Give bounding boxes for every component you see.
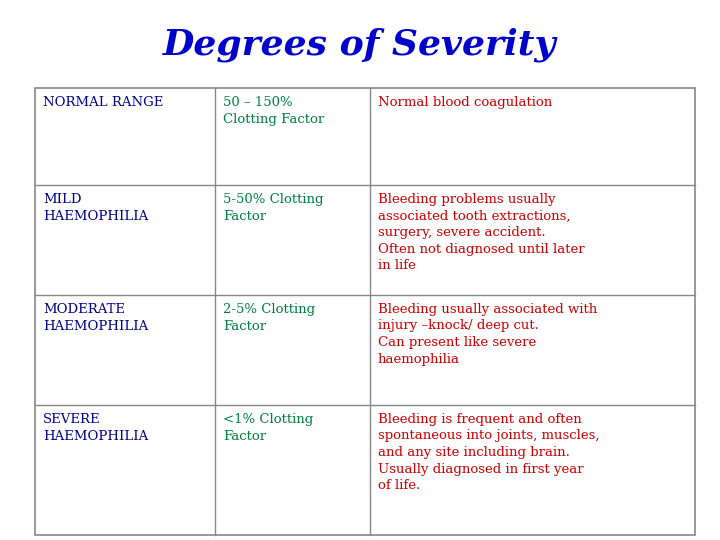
Text: MODERATE
HAEMOPHILIA: MODERATE HAEMOPHILIA [43, 303, 148, 333]
Bar [35, 88, 695, 535]
Text: SEVERE
HAEMOPHILIA: SEVERE HAEMOPHILIA [43, 413, 148, 442]
Text: 2-5% Clotting
Factor: 2-5% Clotting Factor [223, 303, 315, 333]
Text: Bleeding is frequent and often
spontaneous into joints, muscles,
and any site in: Bleeding is frequent and often spontaneo… [378, 413, 600, 492]
Text: NORMAL RANGE: NORMAL RANGE [43, 96, 163, 109]
Text: Bleeding problems usually
associated tooth extractions,
surgery, severe accident: Bleeding problems usually associated too… [378, 193, 585, 272]
Text: 50 – 150%
Clotting Factor: 50 – 150% Clotting Factor [223, 96, 324, 125]
Text: Normal blood coagulation: Normal blood coagulation [378, 96, 552, 109]
Text: 5-50% Clotting
Factor: 5-50% Clotting Factor [223, 193, 323, 222]
Text: MILD
HAEMOPHILIA: MILD HAEMOPHILIA [43, 193, 148, 222]
Text: <1% Clotting
Factor: <1% Clotting Factor [223, 413, 313, 442]
Text: Bleeding usually associated with
injury –knock/ deep cut.
Can present like sever: Bleeding usually associated with injury … [378, 303, 598, 366]
Text: Degrees of Severity: Degrees of Severity [163, 28, 557, 62]
